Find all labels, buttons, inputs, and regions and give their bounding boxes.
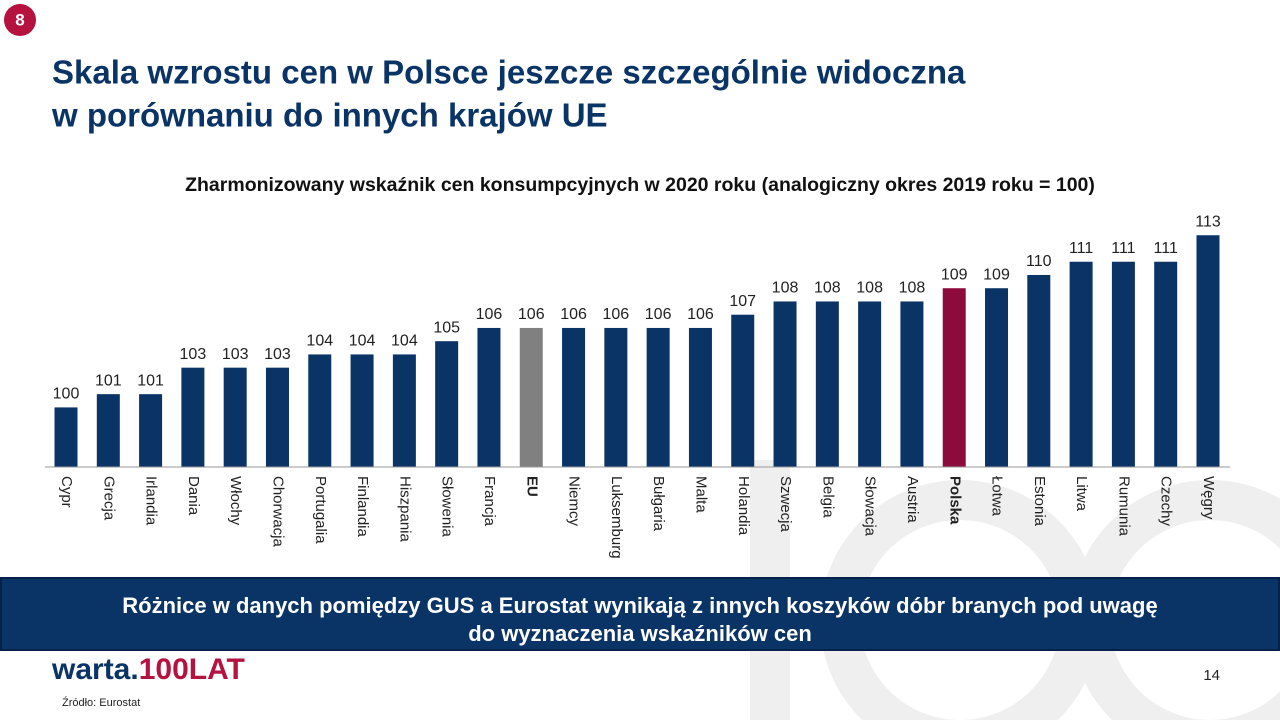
x-tick-label: Włochy xyxy=(227,476,244,526)
x-tick-label: Belgia xyxy=(819,476,836,518)
title: Skala wzrostu cen w Polsce jeszcze szcze… xyxy=(52,54,966,91)
data-label: 113 xyxy=(1195,213,1221,230)
x-tick-label: Niemcy xyxy=(566,476,583,527)
bar xyxy=(646,327,670,467)
x-tick-label: Litwa xyxy=(1073,476,1090,512)
data-label: 105 xyxy=(433,319,460,336)
bar xyxy=(1196,235,1220,467)
page-number: 14 xyxy=(1203,667,1220,684)
data-label: 109 xyxy=(941,266,968,283)
bar xyxy=(688,327,712,467)
data-label: 111 xyxy=(1069,240,1093,257)
bar xyxy=(477,327,501,467)
bar xyxy=(54,407,78,467)
x-tick-label: Hiszpania xyxy=(396,476,413,543)
logo: warta.100LAT xyxy=(51,653,245,686)
data-label: 109 xyxy=(983,266,1010,283)
bar xyxy=(562,327,586,467)
chart-title: Zharmonizowany wskaźnik cen konsumpcyjny… xyxy=(185,174,1095,196)
data-label: 106 xyxy=(476,306,503,323)
source: Źródło: Eurostat xyxy=(62,696,140,709)
x-tick-label: Finlandia xyxy=(354,476,371,538)
data-label: 106 xyxy=(603,306,630,323)
x-tick-label: Portugalia xyxy=(312,476,329,544)
data-label: 104 xyxy=(306,333,333,350)
slide-number: 8 xyxy=(15,10,24,29)
bar xyxy=(350,354,374,467)
bar xyxy=(858,301,882,467)
bar xyxy=(96,394,120,467)
data-label: 104 xyxy=(391,333,418,350)
logo-warta: warta. xyxy=(51,653,139,686)
bar xyxy=(815,301,839,467)
x-tick-label: Słowacja xyxy=(862,476,879,537)
x-tick-label: Estonia xyxy=(1031,476,1048,527)
x-tick-label: Francja xyxy=(481,476,498,527)
bar xyxy=(1111,261,1135,467)
bar xyxy=(773,301,797,467)
bar xyxy=(1154,261,1178,467)
x-tick-label: Chorwacja xyxy=(270,476,287,548)
data-label: 107 xyxy=(729,293,756,310)
data-label: 106 xyxy=(687,306,714,323)
data-label: 106 xyxy=(518,306,545,323)
bar xyxy=(519,327,543,467)
x-tick-label: Węgry xyxy=(1200,476,1217,520)
data-label: 103 xyxy=(180,346,207,363)
bar xyxy=(139,394,163,467)
data-label: 103 xyxy=(222,346,249,363)
logo-100lat: 100LAT xyxy=(139,653,245,686)
x-tick-label: Grecja xyxy=(100,476,117,521)
x-tick-label: Austria xyxy=(904,476,921,523)
data-label: 111 xyxy=(1111,240,1135,257)
data-label: 108 xyxy=(899,280,926,297)
data-label: 108 xyxy=(814,280,841,297)
bar xyxy=(435,341,459,467)
data-label: 101 xyxy=(95,372,122,389)
x-tick-label: Irlandia xyxy=(143,476,160,526)
bar xyxy=(223,367,247,467)
bar xyxy=(604,327,628,467)
x-tick-label: Rumunia xyxy=(1115,476,1132,537)
data-label: 111 xyxy=(1154,240,1178,257)
data-label: 100 xyxy=(53,386,80,403)
bar xyxy=(1069,261,1093,467)
x-tick-label: EU xyxy=(523,476,540,497)
data-label: 106 xyxy=(645,306,672,323)
data-label: 106 xyxy=(560,306,587,323)
bar xyxy=(900,301,924,467)
x-tick-label: Słowenia xyxy=(439,476,456,538)
data-label: 103 xyxy=(264,346,291,363)
x-tick-label: Malta xyxy=(692,476,709,513)
bar xyxy=(985,288,1009,467)
x-tick-label: Dania xyxy=(185,476,202,516)
banner xyxy=(0,577,1280,651)
data-label: 108 xyxy=(772,280,799,297)
bar xyxy=(731,314,755,467)
x-tick-label: Polska xyxy=(946,476,963,525)
x-tick-label: Szwecja xyxy=(777,476,794,533)
x-tick-label: Luksemburg xyxy=(608,476,625,559)
bar xyxy=(181,367,205,467)
bar xyxy=(392,354,416,467)
data-label: 101 xyxy=(137,372,164,389)
x-tick-label: Holandia xyxy=(735,476,752,536)
x-tick-label: Bułgaria xyxy=(650,476,667,532)
bar xyxy=(1027,274,1051,467)
x-tick-label: Łotwa xyxy=(989,476,1006,517)
data-label: 104 xyxy=(349,333,376,350)
data-label: 110 xyxy=(1026,253,1052,270)
bar xyxy=(265,367,289,467)
banner-text: Różnice w danych pomiędzy GUS a Eurostat… xyxy=(122,593,1157,618)
x-tick-label: Cypr xyxy=(58,476,75,508)
x-tick-label: Czechy xyxy=(1158,476,1175,527)
data-label: 108 xyxy=(856,280,883,297)
slide-number-badge xyxy=(4,4,36,36)
bar xyxy=(942,288,966,467)
bar xyxy=(308,354,332,467)
banner-text: do wyznaczenia wskaźników cen xyxy=(468,621,812,646)
title: w porównaniu do innych krajów UE xyxy=(51,97,608,134)
